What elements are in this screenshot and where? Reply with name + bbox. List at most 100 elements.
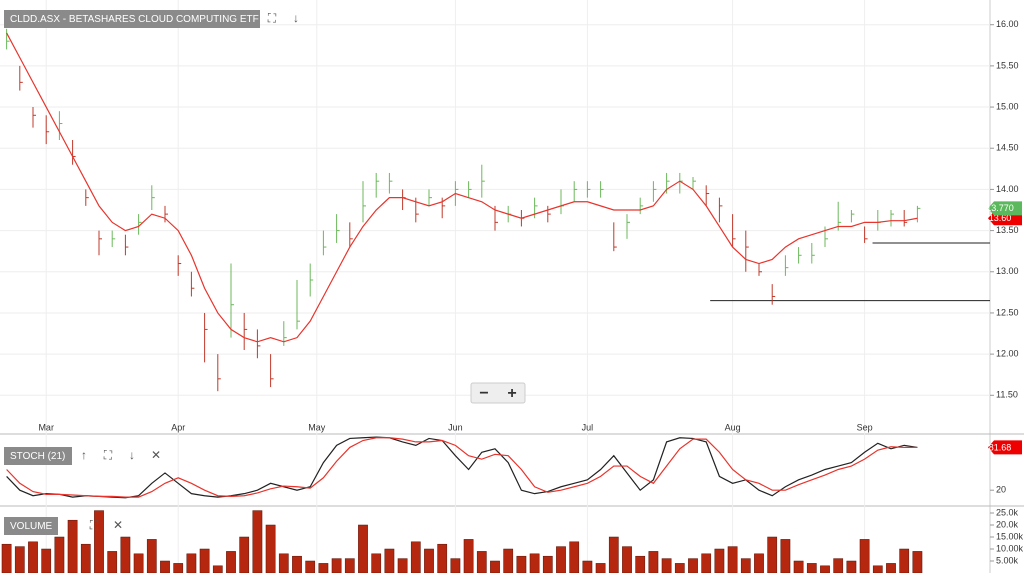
volume-bar — [107, 551, 118, 573]
y-tick-label: 15.00 — [996, 101, 1019, 111]
volume-bar — [767, 536, 778, 573]
volume-bar — [67, 519, 78, 573]
x-tick-label: Jun — [448, 422, 463, 432]
y-tick-label: 14.00 — [996, 184, 1019, 194]
header-icon[interactable]: ⛶ — [89, 518, 99, 532]
y-tick-label: 10.00k — [996, 543, 1024, 553]
x-tick-label: Aug — [725, 422, 741, 432]
header-box — [4, 10, 260, 28]
header-box — [4, 517, 58, 535]
volume-bar — [872, 565, 883, 573]
volume-bar — [516, 555, 527, 573]
x-tick-label: Apr — [171, 422, 185, 432]
zoom-box — [470, 382, 526, 404]
volume-bar — [54, 536, 65, 573]
stoch-line — [6, 436, 918, 499]
header-icon[interactable]: ↑ — [81, 448, 87, 462]
y-tick-label: 13.00 — [996, 266, 1019, 276]
value-chip-label: 13.770 — [986, 203, 1014, 213]
volume-bar — [424, 548, 434, 573]
volume-bar — [820, 565, 830, 573]
volume-bar — [463, 539, 474, 573]
volume-bar — [358, 524, 368, 573]
panel-title: VOLUME — [10, 521, 53, 532]
volume-bar — [199, 548, 210, 573]
volume-bar — [886, 563, 896, 573]
header-icon[interactable]: ↓ — [293, 11, 299, 25]
y-tick-label: 12.00 — [996, 348, 1019, 358]
volume-bar — [344, 558, 355, 573]
stoch-line — [6, 437, 918, 498]
volume-bar — [212, 565, 223, 573]
volume-bar — [556, 546, 566, 573]
moving-average — [6, 32, 918, 343]
panel-title: STOCH (21) — [10, 451, 65, 462]
header-icon[interactable]: ⛶ — [267, 11, 277, 25]
volume-bar — [318, 563, 329, 573]
volume-bar — [740, 558, 751, 573]
volume-bar — [846, 560, 857, 573]
volume-bar — [622, 546, 632, 573]
volume-bar — [582, 560, 593, 573]
volume-bar — [384, 548, 395, 573]
x-tick-label: Mar — [38, 422, 54, 432]
value-chip-label: 81.68 — [989, 442, 1012, 452]
x-tick-label: Jul — [582, 422, 594, 432]
volume-bar — [14, 546, 25, 573]
volume-bar — [133, 553, 144, 573]
header-icon[interactable]: ⛶ — [103, 448, 113, 462]
volume-bar — [674, 563, 685, 573]
volume-bar — [727, 546, 738, 573]
y-tick-label: 5.00k — [996, 555, 1019, 565]
volume-bar — [292, 555, 302, 573]
volume-bar — [28, 541, 38, 573]
header-icon[interactable]: ✕ — [113, 518, 123, 532]
volume-bar — [186, 553, 197, 573]
x-tick-label: May — [308, 422, 326, 432]
volume-bar — [371, 553, 382, 573]
y-tick-label: 20 — [996, 485, 1006, 495]
header-icon[interactable]: ↓ — [129, 448, 135, 462]
volume-bar — [331, 558, 342, 573]
panel-header: STOCH (21) ↑ ⛶ ↓ ✕ — [4, 447, 161, 465]
volume-bar — [173, 563, 184, 573]
volume-bar — [437, 543, 448, 573]
volume-bar — [410, 541, 421, 573]
zoom-controls: − + — [470, 382, 526, 404]
header-icon[interactable]: ✕ — [151, 448, 161, 462]
volume-bar — [80, 543, 91, 573]
volume-bar — [503, 548, 514, 573]
volume-bar — [476, 551, 487, 573]
axis-strip — [990, 0, 1024, 573]
volume-bar — [450, 558, 461, 573]
volume-bar — [595, 563, 606, 573]
volume-bar — [41, 548, 52, 573]
volume-bar — [714, 548, 725, 573]
volume-bar — [793, 560, 804, 573]
volume-bar — [490, 560, 500, 573]
volume-bar — [529, 553, 540, 573]
y-tick-label: 15.00k — [996, 531, 1024, 541]
header-icon[interactable]: ↑ — [67, 518, 73, 532]
y-tick-label: 13.50 — [996, 225, 1019, 235]
x-tick-label: Sep — [857, 422, 873, 432]
value-chip-label: 13.60 — [989, 213, 1012, 223]
volume-bar — [1, 543, 12, 573]
y-tick-label: 16.00 — [996, 19, 1019, 29]
volume-bar — [701, 553, 712, 573]
volume-bar — [265, 524, 276, 573]
y-tick-label: 11.50 — [996, 390, 1018, 400]
volume-bar — [754, 553, 764, 573]
y-tick-label: 20.0k — [996, 519, 1019, 529]
volume-bar — [780, 539, 791, 573]
panel-title: CLDD.ASX - BETASHARES CLOUD COMPUTING ET… — [10, 14, 259, 25]
zoom-out[interactable]: − — [479, 385, 488, 402]
panel-header: VOLUME ↑ ⛶ ✕ — [4, 517, 123, 535]
volume-bar — [806, 563, 817, 573]
y-tick-label: 15.50 — [996, 60, 1019, 70]
zoom-in[interactable]: + — [507, 385, 516, 402]
volume-bar — [239, 536, 250, 573]
volume-bar — [160, 560, 170, 573]
volume-bar — [688, 558, 698, 573]
